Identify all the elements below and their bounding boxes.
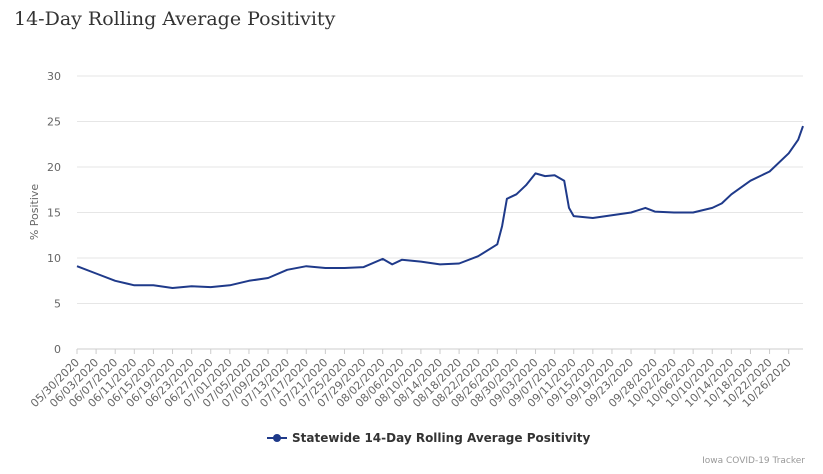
y-tick-label: 20 (47, 161, 61, 174)
y-tick-label: 5 (54, 298, 61, 311)
y-tick-label: 0 (54, 343, 61, 356)
y-tick-label: 30 (47, 70, 61, 83)
legend[interactable]: Statewide 14-Day Rolling Average Positiv… (267, 431, 591, 445)
credit-text[interactable]: Iowa COVID-19 Tracker (702, 456, 805, 466)
x-axis-ticks: 05/30/202006/03/202006/07/202006/11/2020… (28, 349, 794, 410)
legend-marker-icon (273, 434, 281, 442)
y-axis-ticks: 0 5 10 15 20 25 30 (47, 70, 61, 356)
y-tick-label: 25 (47, 116, 61, 129)
series-group (76, 125, 804, 289)
page-title: 14-Day Rolling Average Positivity (14, 8, 336, 30)
series-line[interactable] (76, 125, 804, 289)
y-tick-label: 10 (47, 252, 61, 265)
y-tick-label: 15 (47, 207, 61, 220)
y-axis-label: % Positive (28, 184, 41, 241)
legend-label[interactable]: Statewide 14-Day Rolling Average Positiv… (292, 431, 591, 445)
